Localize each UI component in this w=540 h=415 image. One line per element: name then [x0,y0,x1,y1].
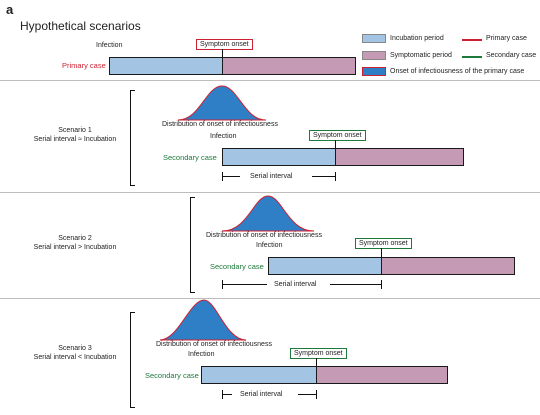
scenario-3-bracket [130,312,131,408]
scenario-2-bracket-top [190,197,195,198]
scenario-3-distribution-label: Distribution of onset of infectiousness [156,341,272,348]
separator-3 [0,298,540,299]
scenario-3-serial-interval: Serial interval [240,391,283,398]
legend-incubation-label: Incubation period [390,35,444,42]
scenario-1-distribution-label: Distribution of onset of infectiousness [162,121,278,128]
diagram-title: Hypothetical scenarios [20,19,141,33]
scenario-1-onset-line [335,140,336,149]
scenario-3-interval-line-right [298,394,316,395]
scenario-2-serial-interval: Serial interval [274,281,317,288]
scenario-3-bracket-top [130,312,135,313]
scenario-3-infection-label: Infection [188,351,215,358]
legend-swatch-symptomatic [362,51,386,60]
scenario-2-incubation-bar [268,257,381,275]
scenario-3-distribution-curve [159,299,247,341]
scenario-3-symptom-onset: Symptom onset [290,348,347,359]
legend-swatch-incubation [362,34,386,43]
scenario-2-symptomatic-bar [381,257,515,275]
scenario-2-distribution-curve [221,195,315,232]
scenario-3-description: Serial interval < Incubation [33,354,117,361]
scenario-2-case-label: Secondary case [210,262,264,271]
scenario-2-description: Serial interval > Incubation [33,244,117,251]
separator-1 [0,80,540,81]
primary-case-label: Primary case [62,61,106,70]
scenario-2-interval-line-left [222,284,267,285]
primary-incubation-bar [109,57,222,75]
legend-secondary-label: Secondary case [486,52,537,59]
scenario-1-distribution-curve [177,85,267,121]
scenario-1-symptom-onset: Symptom onset [309,130,366,141]
scenario-2-bracket-bottom [190,292,195,293]
scenario-2-name: Scenario 2 [58,235,92,242]
scenario-3-bracket-bottom [130,407,135,408]
scenario-1-interval-line-left [222,176,240,177]
scenario-1-incubation-bar [222,148,335,166]
scenario-3-interval-line-left [222,394,232,395]
scenario-3-name: Scenario 3 [58,345,92,352]
scenario-2-interval-line-right [330,284,381,285]
scenario-2-bracket [190,197,191,293]
scenario-3-onset-line [316,358,317,367]
scenario-3-incubation-bar [201,366,316,384]
scenario-1-interval-end [335,172,336,181]
primary-symptomatic-bar [222,57,356,75]
scenario-1-description: Serial interval ≈ Incubation [33,136,117,143]
separator-2 [0,192,540,193]
scenario-2-onset-line [381,248,382,258]
primary-symptom-onset: Symptom onset [196,39,253,50]
scenario-1-bracket-bottom [130,185,135,186]
scenario-3-interval-end [316,390,317,399]
scenario-1-serial-interval: Serial interval [250,173,293,180]
scenario-1-symptomatic-bar [335,148,464,166]
scenario-1-name: Scenario 1 [58,127,92,134]
legend-secondary-line [462,56,482,58]
scenario-3-case-label: Secondary case [145,371,199,380]
primary-infection-label: Infection [96,42,123,49]
scenario-1-infection-label: Infection [210,133,237,140]
scenario-2-infection-label: Infection [256,242,283,249]
primary-onset-line [222,49,223,59]
legend-symptomatic-label: Symptomatic period [390,52,452,59]
panel-letter: a [6,2,14,17]
scenario-1-bracket-top [130,90,135,91]
scenario-2-interval-end [381,280,382,289]
scenario-3-symptomatic-bar [316,366,448,384]
scenario-1-bracket [130,90,131,186]
legend-swatch-onset-infectiousness [362,67,386,76]
legend-onset-infectiousness-label: Onset of infectiousness of the primary c… [390,68,525,75]
legend-primary-label: Primary case [486,35,527,42]
scenario-2-distribution-label: Distribution of onset of infectiousness [206,232,322,239]
legend-primary-line [462,39,482,41]
scenario-1-case-label: Secondary case [163,153,217,162]
scenario-1-interval-line-right [312,176,335,177]
scenario-2-symptom-onset: Symptom onset [355,238,412,249]
